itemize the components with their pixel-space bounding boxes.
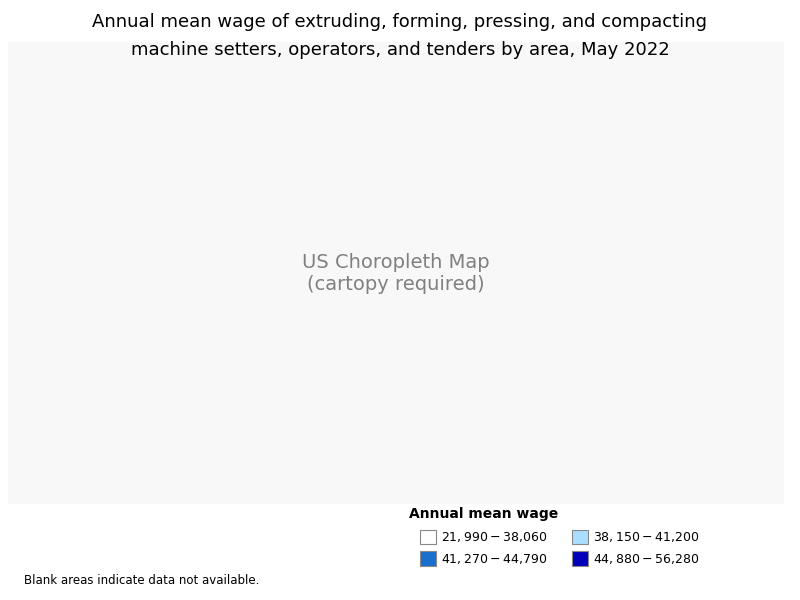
Text: machine setters, operators, and tenders by area, May 2022: machine setters, operators, and tenders … xyxy=(130,41,670,59)
Text: Annual mean wage of extruding, forming, pressing, and compacting: Annual mean wage of extruding, forming, … xyxy=(93,13,707,31)
Text: $44,880 - $56,280: $44,880 - $56,280 xyxy=(593,551,699,566)
Text: Annual mean wage: Annual mean wage xyxy=(410,507,558,521)
Text: US Choropleth Map
(cartopy required): US Choropleth Map (cartopy required) xyxy=(302,253,490,293)
Text: $21,990 - $38,060: $21,990 - $38,060 xyxy=(441,530,547,544)
Text: $41,270 - $44,790: $41,270 - $44,790 xyxy=(441,551,547,566)
Text: $38,150 - $41,200: $38,150 - $41,200 xyxy=(593,530,699,544)
Text: Blank areas indicate data not available.: Blank areas indicate data not available. xyxy=(24,574,259,587)
